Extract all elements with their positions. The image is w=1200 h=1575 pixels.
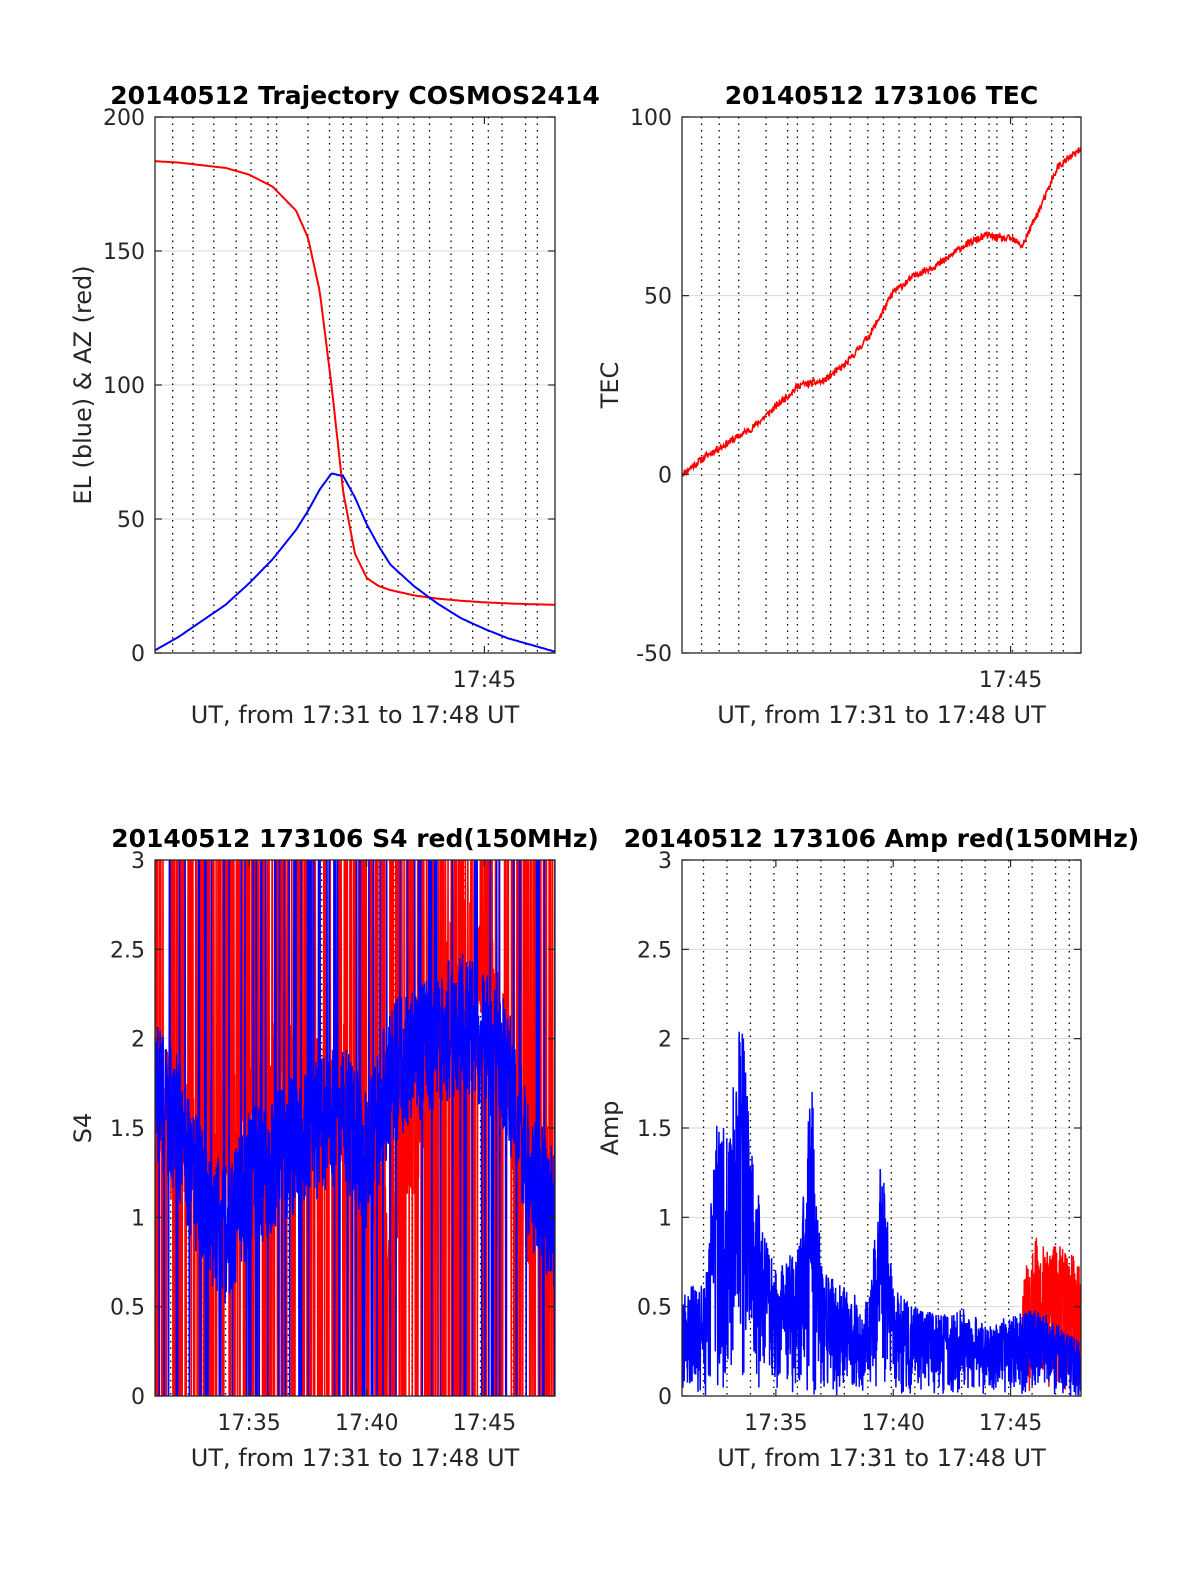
y-tick-label: 100 [630, 106, 672, 131]
y-tick-label: 50 [644, 285, 672, 310]
chart-title: 20140512 173106 Amp red(150MHz) [624, 824, 1140, 853]
chart-title: 20140512 173106 S4 red(150MHz) [111, 824, 599, 853]
series-blue-line [155, 860, 555, 1396]
y-axis-label: EL (blue) & AZ (red) [69, 265, 97, 504]
chart-panel-3: 0 0.5 1 1.5 2 2.5 3 17:35 17:40 17:45 20140512 173… [69, 824, 599, 1472]
series-blue-line [155, 472, 555, 653]
chart-title: 20140512 Trajectory COSMOS2414 [110, 81, 600, 110]
series-blue-line [682, 1031, 1081, 1396]
y-tick-label: 1.5 [637, 1117, 672, 1142]
axes-box [681, 116, 1082, 654]
x-axis-label: UT, from 17:31 to 17:48 UT [717, 701, 1046, 729]
plot-area [682, 1031, 1081, 1396]
y-tick-label: 50 [117, 508, 145, 533]
y-tick-label: 2 [131, 1028, 145, 1053]
y-tick-label: 0 [658, 1385, 672, 1410]
x-tick-label: 17:45 [453, 1411, 516, 1436]
y-tick-label: 200 [103, 106, 145, 131]
y-tick-label: -50 [636, 642, 672, 667]
y-tick-label: 1 [131, 1206, 145, 1231]
series-red-line [155, 860, 555, 1396]
chart-panel-1: 0 50 100 150 200 17:45 20140512 Trajectory COS… [69, 81, 600, 729]
series-red-line [682, 146, 1081, 477]
y-tick-label: 0 [131, 642, 145, 667]
y-tick-label: 2 [658, 1028, 672, 1053]
y-tick-label: 150 [103, 240, 145, 265]
y-tick-label: 2.5 [110, 938, 145, 963]
x-axis-label: UT, from 17:31 to 17:48 UT [191, 1444, 520, 1472]
x-tick-label: 17:45 [979, 1411, 1042, 1436]
y-tick-label: 3 [131, 849, 145, 874]
x-tick-label: 17:45 [453, 668, 516, 693]
y-tick-label: 0 [658, 463, 672, 488]
y-tick-label: 3 [658, 849, 672, 874]
x-axis-label: UT, from 17:31 to 17:48 UT [191, 701, 520, 729]
y-tick-label: 0.5 [110, 1296, 145, 1321]
y-axis-label: S4 [69, 1113, 97, 1144]
y-tick-label: 1.5 [110, 1117, 145, 1142]
plot-area [155, 160, 555, 653]
chart-title: 20140512 173106 TEC [725, 81, 1038, 110]
x-tick-label: 17:35 [217, 1411, 280, 1436]
x-tick-label: 17:40 [335, 1411, 398, 1436]
x-axis-label: UT, from 17:31 to 17:48 UT [717, 1444, 1046, 1472]
x-tick-label: 17:35 [744, 1411, 807, 1436]
y-tick-label: 0 [131, 1385, 145, 1410]
plot-area [682, 146, 1081, 477]
chart-panel-4: 0 0.5 1 1.5 2 2.5 3 17:35 17:40 17:45 20140512 173… [596, 824, 1139, 1472]
y-tick-label: 100 [103, 374, 145, 399]
x-tick-label: 17:40 [862, 1411, 925, 1436]
series-red-line [155, 160, 555, 606]
y-axis-label: Amp [596, 1100, 624, 1155]
y-tick-label: 2.5 [637, 938, 672, 963]
x-tick-label: 17:45 [979, 668, 1042, 693]
y-axis-label: TEC [596, 362, 624, 410]
y-tick-label: 0.5 [637, 1296, 672, 1321]
plot-area [155, 860, 555, 1396]
y-tick-label: 1 [658, 1206, 672, 1231]
chart-panel-2: -50 0 50 100 17:45 20140512 173106 TEC UT, fro… [596, 81, 1082, 729]
